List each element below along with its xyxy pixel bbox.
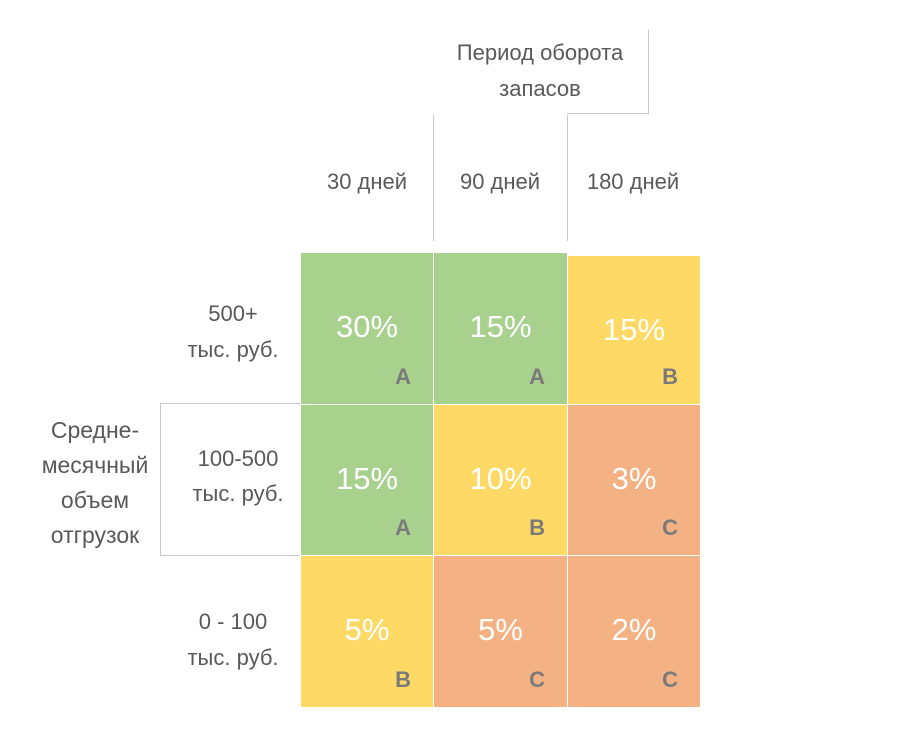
header-divider-right-horizontal	[567, 113, 649, 114]
matrix-cell: 30% A	[301, 253, 433, 404]
matrix-cell: 15% B	[568, 256, 700, 404]
cell-class: A	[529, 364, 545, 389]
matrix-cell: 5% B	[301, 556, 433, 707]
row-label-500-line2: тыс. руб.	[187, 337, 279, 362]
row-label-500-line1: 500+	[208, 301, 258, 326]
cell-percent: 30%	[335, 309, 399, 344]
cell-class: B	[395, 667, 411, 692]
period-title-line1: Период оборота	[456, 40, 624, 65]
cell-class: A	[395, 515, 411, 540]
matrix-cell: 15% A	[301, 405, 433, 555]
matrix-cell: 2% C	[568, 556, 700, 707]
side-divider-bottom	[160, 555, 300, 556]
cell-class: B	[662, 364, 678, 389]
side-divider-vertical	[160, 403, 161, 555]
cell-class: C	[662, 515, 678, 540]
column-header-30: 30 дней	[326, 169, 408, 194]
header-divider-left	[433, 115, 434, 241]
period-title-line2: запасов	[499, 76, 581, 101]
cell-percent: 5%	[478, 612, 523, 647]
matrix-cell: 10% B	[434, 405, 567, 555]
row-label-0-100-line1: 0 - 100	[198, 609, 268, 634]
volume-label-line3: объем	[60, 487, 130, 513]
header-divider-right-vertical	[567, 115, 568, 241]
header-divider-top-vertical	[648, 30, 649, 114]
cell-percent: 15%	[469, 309, 532, 344]
column-header-180: 180 дней	[586, 169, 680, 194]
cell-class: B	[529, 515, 545, 540]
row-label-100-500-line2: тыс. руб.	[192, 481, 284, 506]
matrix-cell: 15% A	[434, 253, 567, 404]
cell-percent: 15%	[602, 312, 666, 347]
volume-label-line2: месячный	[41, 452, 149, 478]
cell-percent: 10%	[469, 461, 532, 496]
cell-percent: 5%	[344, 612, 390, 647]
cell-class: A	[395, 364, 411, 389]
side-divider-top	[160, 403, 300, 404]
cell-percent: 15%	[335, 461, 399, 496]
cell-class: C	[529, 667, 545, 692]
volume-label-line1: Средне-	[50, 417, 140, 443]
row-label-0-100-line2: тыс. руб.	[187, 645, 279, 670]
cell-percent: 3%	[611, 461, 657, 496]
cell-class: C	[662, 667, 678, 692]
cell-percent: 2%	[611, 612, 657, 647]
row-label-100-500-line1: 100-500	[197, 446, 279, 471]
volume-label-line4: отгрузок	[50, 522, 140, 548]
matrix-cell: 5% C	[434, 556, 567, 707]
matrix-cell: 3% C	[568, 405, 700, 555]
column-header-90: 90 дней	[459, 169, 541, 194]
